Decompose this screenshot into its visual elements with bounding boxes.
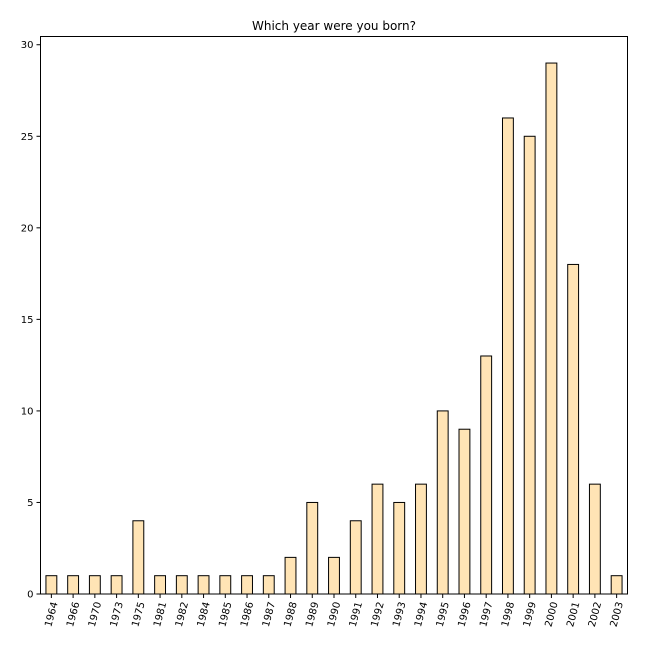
- x-tick-label: 2001: [565, 601, 582, 628]
- bar-1997: [480, 355, 493, 595]
- bar-1992: [371, 483, 384, 595]
- x-tick-label: 2002: [587, 601, 604, 628]
- bar-2001: [567, 263, 580, 595]
- y-tick-label: 0: [27, 590, 33, 601]
- chart-title: Which year were you born?: [252, 19, 416, 33]
- bar-1994: [415, 483, 427, 595]
- bar-2000: [545, 62, 558, 595]
- bar-2002: [588, 483, 601, 595]
- x-tick-label: 1986: [239, 601, 256, 628]
- bar-1975: [132, 520, 145, 595]
- x-tick-label: 2003: [609, 601, 626, 628]
- bar-1985: [219, 575, 232, 595]
- bar-1982: [175, 575, 188, 595]
- bar-1989: [306, 501, 319, 595]
- x-tick-label: 1996: [457, 601, 474, 628]
- x-tick-label: 1993: [391, 601, 408, 628]
- bar-1984: [197, 575, 210, 595]
- x-tick-label: 1994: [413, 601, 430, 628]
- bar-1970: [88, 575, 101, 595]
- bar-1973: [110, 575, 123, 595]
- y-tick-label: 20: [21, 223, 34, 234]
- x-tick-label: 1989: [304, 601, 321, 628]
- x-tick-label: 1985: [217, 601, 234, 628]
- x-tick-label: 1964: [43, 601, 60, 628]
- bar-1981: [154, 575, 167, 595]
- plot-frame: [40, 36, 628, 595]
- bar-1987: [262, 575, 275, 595]
- x-tick-label: 2000: [543, 601, 560, 628]
- x-tick-label: 1995: [435, 601, 452, 628]
- x-tick-label: 1999: [522, 601, 539, 628]
- x-tick-label: 1981: [152, 601, 169, 628]
- y-tick-label: 15: [21, 315, 34, 326]
- bar-2003: [610, 575, 623, 595]
- bar-1966: [67, 575, 80, 595]
- x-tick-label: 1966: [65, 601, 82, 628]
- y-tick-label: 10: [21, 406, 34, 417]
- y-tick-label: 30: [21, 40, 34, 51]
- bar-1993: [393, 501, 406, 595]
- x-tick-label: 1992: [370, 601, 387, 628]
- x-tick-label: 1997: [478, 601, 495, 628]
- x-tick-label: 1991: [348, 601, 365, 628]
- bars-group: [45, 62, 623, 595]
- x-axis: 1964 1966 1970 1973 1975 1981 1982 1984 1985 1986…: [43, 594, 626, 628]
- bar-1996: [458, 428, 471, 595]
- bar-1986: [241, 575, 253, 595]
- bar-1964: [45, 575, 58, 595]
- bar-1991: [349, 520, 362, 595]
- x-tick-label: 1973: [109, 601, 126, 628]
- x-tick-label: 1975: [130, 601, 147, 628]
- bar-1999: [523, 135, 536, 595]
- y-tick-label: 25: [21, 132, 34, 143]
- x-tick-label: 1970: [87, 601, 104, 628]
- bar-1995: [436, 410, 449, 595]
- bar-1990: [328, 556, 340, 595]
- y-axis: 0 5 10 15 20 25 30: [21, 40, 41, 601]
- x-tick-label: 1998: [500, 601, 517, 628]
- x-tick-label: 1988: [283, 601, 300, 628]
- y-tick-label: 5: [27, 498, 33, 509]
- x-tick-label: 1982: [174, 601, 191, 628]
- x-tick-label: 1987: [261, 601, 278, 628]
- bar-1988: [284, 556, 297, 595]
- bar-1998: [501, 117, 514, 595]
- x-tick-label: 1984: [196, 601, 213, 628]
- x-tick-label: 1990: [326, 601, 343, 628]
